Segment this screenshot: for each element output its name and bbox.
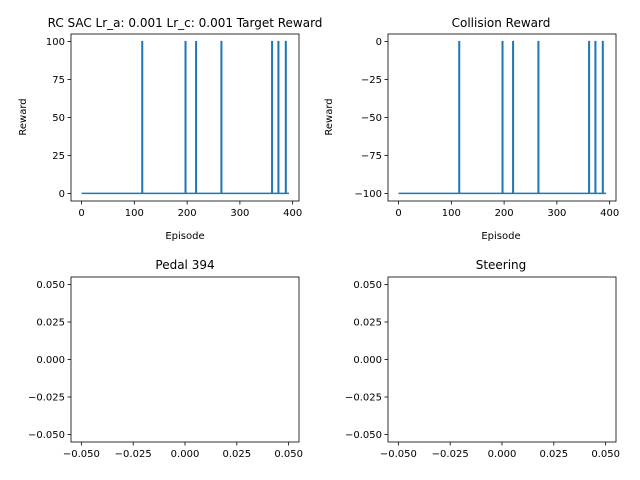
y-tick-label: 0.025 <box>36 318 65 329</box>
x-tick-label: 0.050 <box>591 449 620 460</box>
plot-area: 0 100 200 300 400 0 25 50 75 100 <box>46 33 302 219</box>
plot-area: −0.050 −0.025 0.000 0.025 0.050 −0.050 −0.025 0… <box>345 276 620 460</box>
x-tick-label: 100 <box>125 208 144 219</box>
plot-area: 0 100 200 300 400 −100 −75 −50 −25 0 <box>355 33 619 219</box>
y-tick-label: 25 <box>52 151 65 162</box>
y-tick-label: 0.050 <box>36 280 65 291</box>
x-tick-label: 0.000 <box>171 449 200 460</box>
chart-title: RC SAC Lr_a: 0.001 Lr_c: 0.001 Target Re… <box>48 16 323 30</box>
x-tick-label: 100 <box>442 208 461 219</box>
y-axis-label: Reward <box>324 98 335 135</box>
x-tick-label: 0.000 <box>488 449 517 460</box>
series-line-1 <box>398 40 606 195</box>
x-tick-label: 400 <box>283 208 302 219</box>
chart-title: Steering <box>476 258 527 272</box>
x-tick-label: −0.025 <box>432 449 469 460</box>
x-tick-label: 0.025 <box>222 449 251 460</box>
subplot-target-reward: RC SAC Lr_a: 0.001 Lr_c: 0.001 Target Re… <box>18 16 322 242</box>
x-tick-label: 300 <box>230 208 249 219</box>
y-tick-label: 0 <box>59 189 65 200</box>
y-tick-label: 0.050 <box>353 280 382 291</box>
y-tick-label: −0.025 <box>345 393 382 404</box>
x-tick-label: 0.050 <box>274 449 303 460</box>
x-tick-label: 0 <box>395 208 401 219</box>
y-tick-label: 50 <box>52 113 65 124</box>
chart-title: Collision Reward <box>452 16 551 30</box>
y-tick-label: −0.050 <box>28 430 65 441</box>
x-tick-label: 400 <box>600 208 619 219</box>
subplot-steering: Steering −0.050 −0.025 0.000 0.025 0.050−0.0… <box>345 258 620 460</box>
y-tick-label: 100 <box>46 37 65 48</box>
plot-area: −0.050 −0.025 0.000 0.025 0.050 −0.050 −0.025 0… <box>28 276 303 460</box>
y-tick-label: −0.050 <box>345 430 382 441</box>
x-axis-label: Episode <box>165 231 204 242</box>
subplot-pedal: Pedal 394 −0.050 −0.025 0.000 0.025 0.050−0.… <box>28 258 303 460</box>
y-tick-label: −75 <box>361 151 382 162</box>
x-tick-label: −0.050 <box>63 449 100 460</box>
y-tick-label: −0.025 <box>28 393 65 404</box>
chart-title: Pedal 394 <box>155 258 214 272</box>
x-tick-label: 200 <box>495 208 514 219</box>
x-axis-label: Episode <box>481 231 520 242</box>
series-line-1 <box>81 40 289 195</box>
y-tick-label: −50 <box>361 113 382 124</box>
x-tick-label: 0 <box>78 208 84 219</box>
y-tick-label: −100 <box>355 189 382 200</box>
y-tick-label: 0.000 <box>36 355 65 366</box>
x-tick-label: −0.025 <box>115 449 152 460</box>
y-axis-label: Reward <box>18 98 29 135</box>
y-tick-label: 0.025 <box>353 318 382 329</box>
x-tick-label: −0.050 <box>380 449 417 460</box>
y-tick-label: 0.000 <box>353 355 382 366</box>
subplot-collision-reward: Collision Reward Episode Reward 0 100 200 3… <box>324 16 619 242</box>
x-tick-label: 0.025 <box>539 449 568 460</box>
y-tick-label: −25 <box>361 75 382 86</box>
y-tick-label: 75 <box>52 75 65 86</box>
x-tick-label: 300 <box>547 208 566 219</box>
y-tick-label: 0 <box>376 37 382 48</box>
x-tick-label: 200 <box>178 208 197 219</box>
